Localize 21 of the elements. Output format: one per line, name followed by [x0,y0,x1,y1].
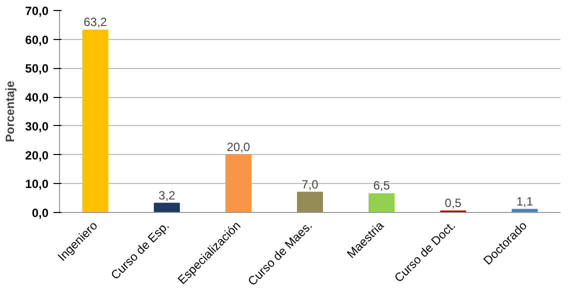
bar [82,30,108,212]
y-axis-title: Porcentaje [3,80,18,142]
bar [296,192,324,212]
y-tick-label: 10,0 [25,177,49,192]
bar [368,193,395,212]
data-label: 0,5 [444,196,462,210]
y-tick-label: 70,0 [25,4,49,18]
data-label: 6,5 [373,178,390,193]
data-label: 63,2 [84,15,108,30]
y-tick-label: 50,0 [25,62,49,76]
y-tick-label: 60,0 [25,32,49,47]
data-label: 7,0 [302,177,319,192]
bar [225,154,252,212]
data-label: 20,0 [226,140,250,154]
bar [154,202,180,212]
y-tick-label: 30,0 [25,119,49,134]
y-tick-label: 0,0 [32,206,49,220]
data-label: 3,2 [158,188,176,202]
y-tick-label: 20,0 [25,148,49,162]
data-label: 1,1 [516,194,534,208]
y-tick-label: 40,0 [25,90,49,105]
